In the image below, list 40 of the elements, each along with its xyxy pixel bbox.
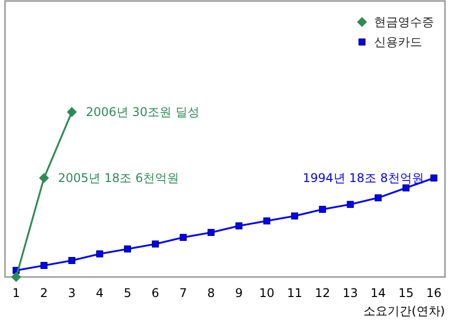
point (152, 240, 159, 248)
point (346, 200, 354, 208)
point (208, 228, 215, 236)
x-tick-label: 6 (152, 286, 160, 300)
annotation: 2005년 18조 6천억원 (58, 171, 180, 185)
x-tick-label: 14 (370, 286, 386, 300)
annotation: 1994년 18조 8천억원 (302, 171, 424, 185)
x-tick-label: 3 (68, 286, 76, 300)
x-tick-label: 9 (235, 286, 243, 300)
point (263, 217, 270, 224)
x-tick-label: 15 (398, 286, 414, 300)
point (11, 272, 22, 282)
x-tick-label: 5 (124, 286, 132, 300)
annotation: 2006년 30조원 딜성 (86, 105, 200, 119)
point (374, 194, 382, 202)
point (40, 262, 48, 269)
point (402, 184, 410, 192)
point (180, 234, 187, 241)
point (318, 206, 326, 213)
x-tick-label: 1 (12, 286, 20, 300)
x-tick-label: 10 (259, 286, 274, 300)
x-tick-label: 12 (314, 286, 330, 300)
x-tick-label: 4 (96, 286, 104, 300)
point (96, 250, 104, 258)
point (430, 174, 438, 182)
legend-label: 신용카드 (374, 35, 422, 49)
x-tick-label: 2 (40, 286, 48, 300)
point (291, 212, 298, 220)
point (66, 107, 77, 117)
point (124, 245, 132, 252)
x-tick-label: 8 (207, 286, 215, 300)
x-axis-title: 소요기간(연차) (364, 304, 445, 318)
x-tick-label: 11 (286, 286, 302, 300)
point (68, 257, 76, 264)
point (38, 173, 49, 183)
legend-label: 현금영수증 (374, 15, 434, 29)
x-tick-label: 16 (426, 286, 442, 300)
x-tick-label: 13 (342, 286, 358, 300)
x-tick-label: 7 (179, 286, 188, 300)
point (235, 222, 242, 230)
